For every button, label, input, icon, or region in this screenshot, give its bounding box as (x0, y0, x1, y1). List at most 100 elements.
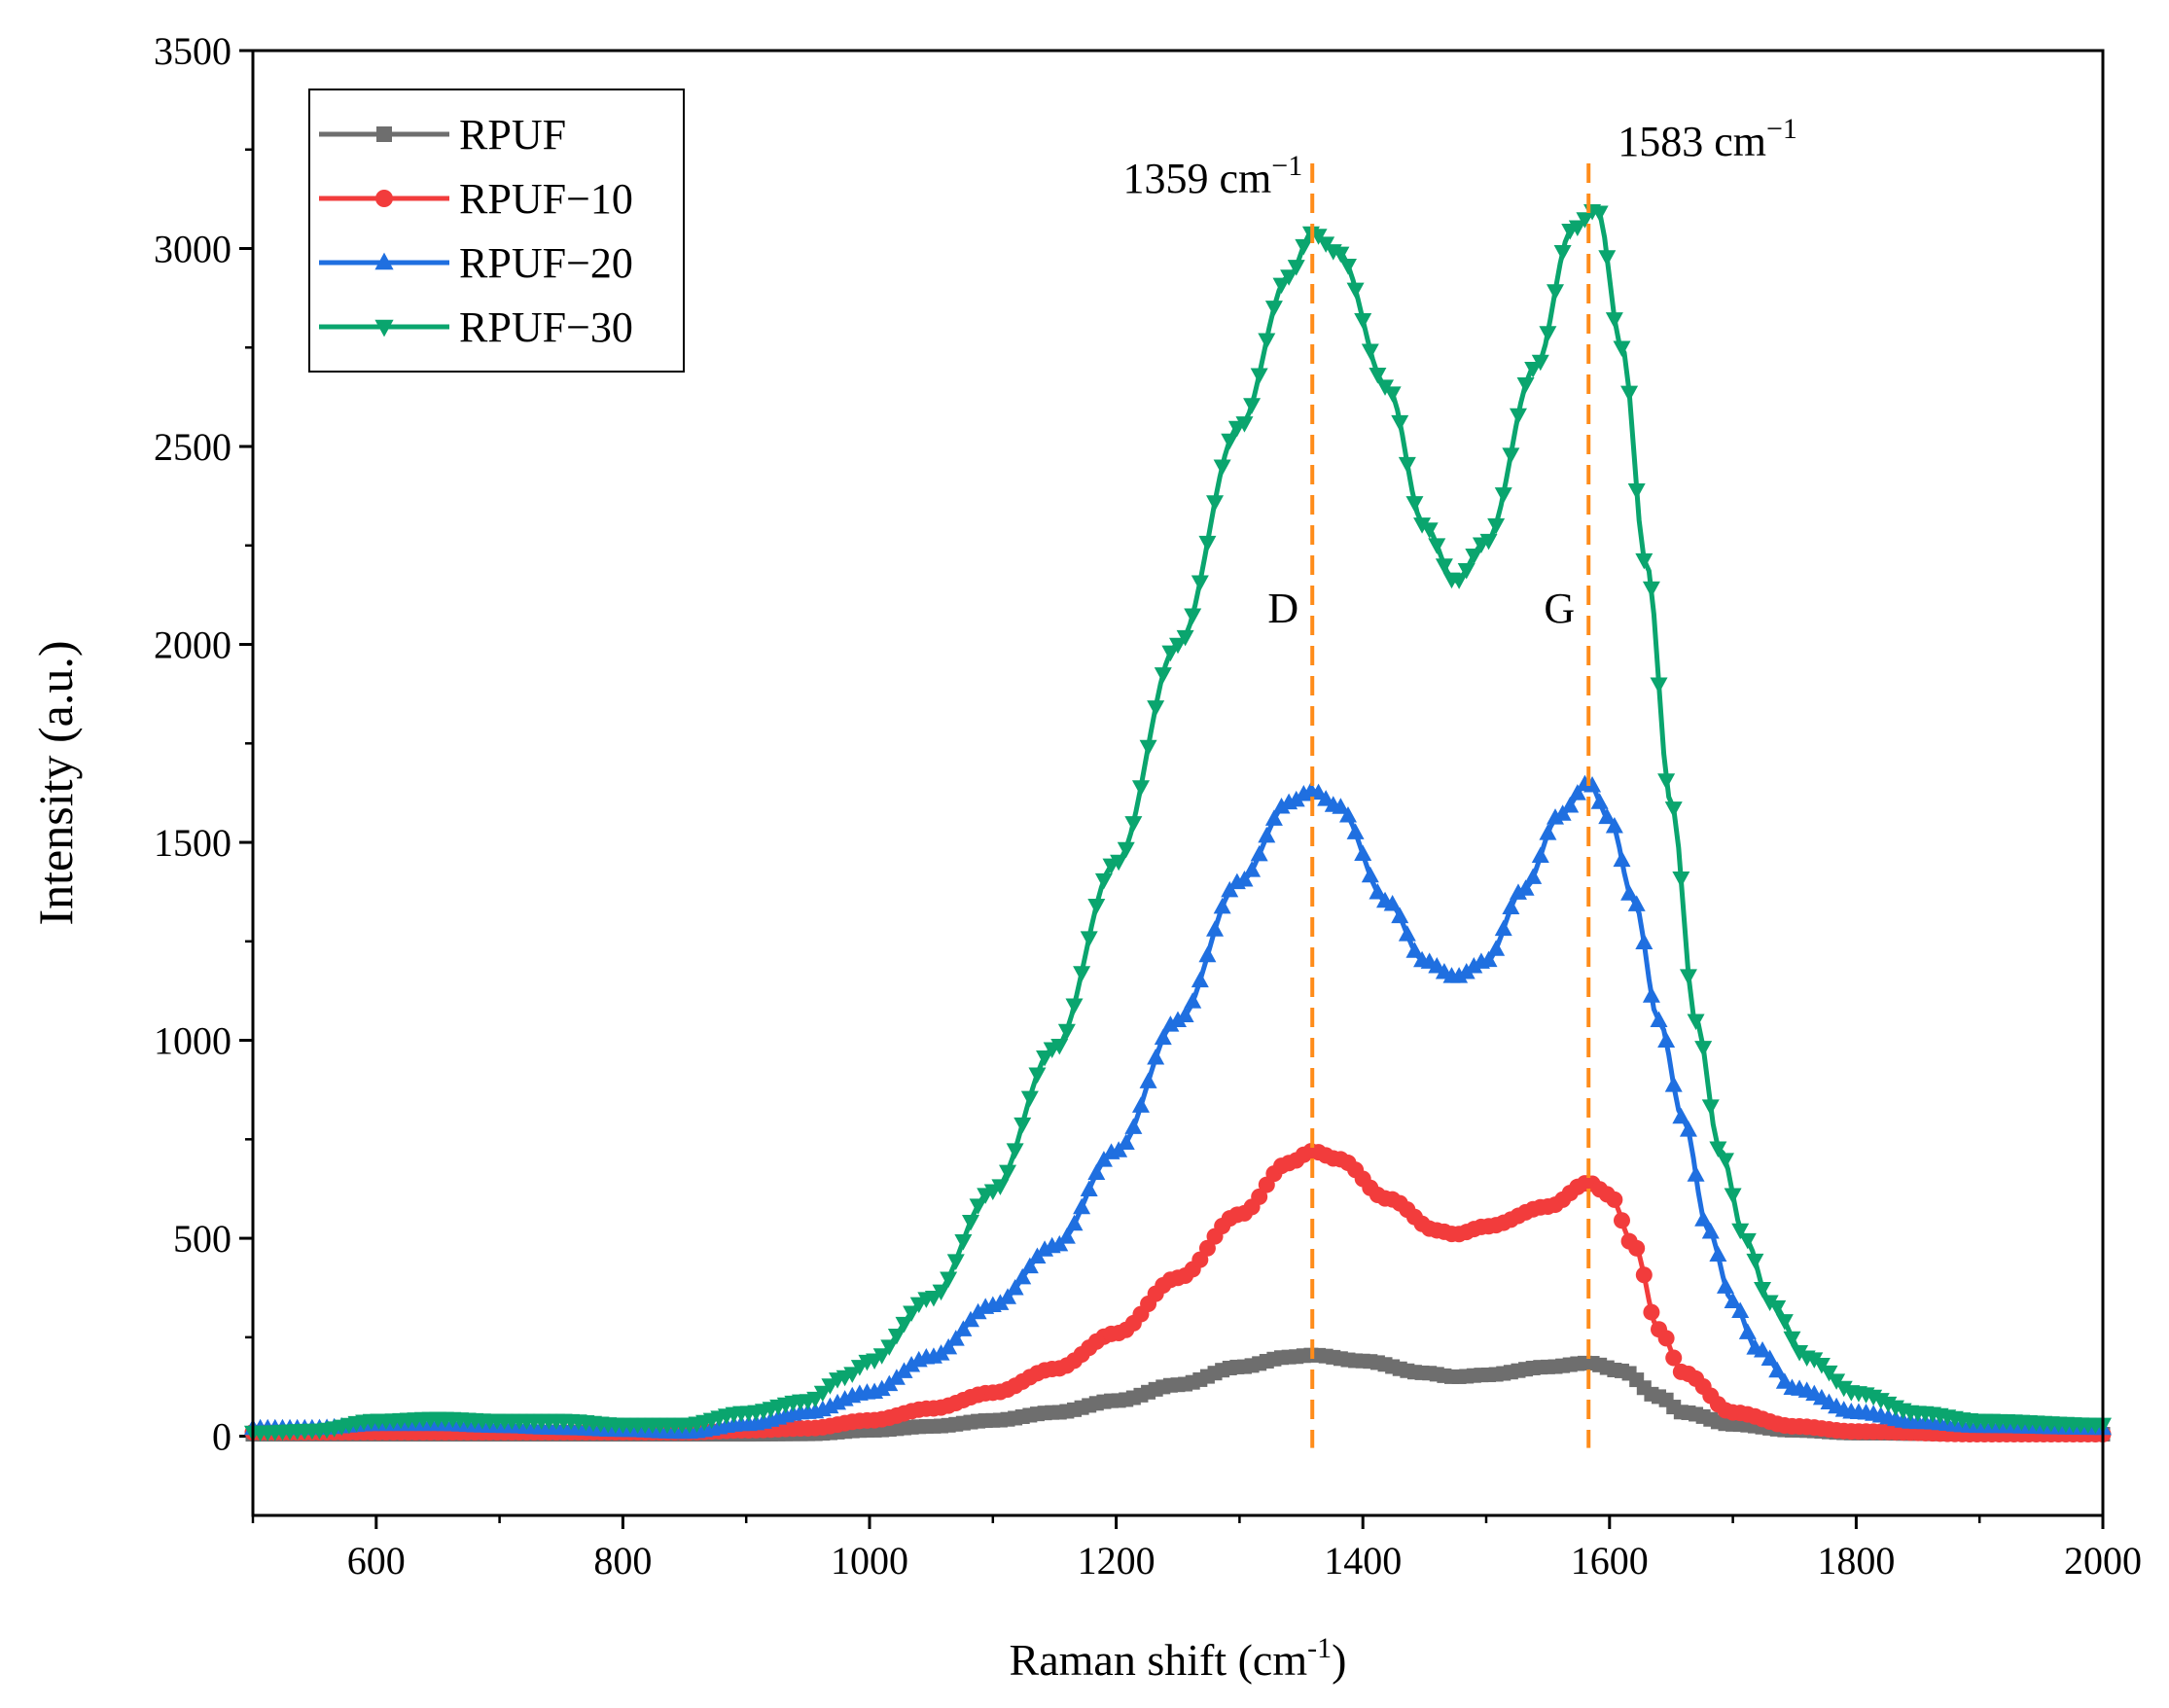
data-point (1642, 581, 1660, 598)
x-tick-label: 1600 (1571, 1539, 1649, 1583)
x-tick-label: 1800 (1817, 1539, 1895, 1583)
data-point (1613, 1212, 1630, 1229)
data-point (880, 1339, 899, 1356)
data-point (1754, 1282, 1772, 1299)
data-point (1731, 1223, 1750, 1240)
data-point (1050, 1038, 1069, 1055)
y-axis-title: Intensity (a.u.) (28, 641, 83, 926)
data-point (895, 1316, 913, 1334)
legend-label: RPUF−10 (459, 175, 633, 223)
data-point (1191, 575, 1209, 592)
data-point (1657, 1031, 1676, 1048)
y-tick-label: 2000 (154, 623, 231, 667)
data-point (1169, 637, 1187, 655)
data-point (1213, 459, 1231, 477)
data-point (1672, 871, 1690, 888)
data-point (1539, 824, 1557, 840)
y-tick-label: 3000 (154, 228, 231, 271)
data-point (1131, 780, 1150, 797)
data-point (932, 1284, 950, 1301)
data-point (1235, 416, 1254, 433)
data-point (1590, 205, 1609, 223)
data-point (1213, 897, 1231, 914)
data-point (1243, 398, 1262, 414)
data-point (843, 1367, 862, 1383)
data-point (1028, 1067, 1047, 1085)
data-point (1613, 850, 1631, 868)
data-point (969, 1302, 987, 1320)
data-point (1672, 1107, 1690, 1124)
data-point (1724, 1188, 1742, 1205)
x-tick-label: 800 (593, 1539, 652, 1583)
x-tick-label: 2000 (2064, 1539, 2142, 1583)
data-point (1020, 1090, 1039, 1108)
legend-swatch-marker (375, 190, 393, 207)
data-point (1154, 667, 1172, 684)
data-point (1264, 301, 1283, 317)
data-point (1679, 1121, 1697, 1137)
y-tick-label: 2500 (154, 425, 231, 469)
legend-label: RPUF−30 (459, 303, 633, 351)
data-point (1346, 282, 1365, 300)
data-point (1087, 899, 1106, 915)
data-point (1716, 1277, 1734, 1294)
data-point (1605, 312, 1623, 329)
data-point (1834, 1380, 1853, 1398)
data-point (1073, 966, 1091, 982)
data-point (1147, 700, 1165, 717)
y-tick-label: 500 (173, 1217, 231, 1261)
y-tick-label: 1500 (154, 821, 231, 865)
data-point (1738, 1323, 1757, 1339)
data-point (1057, 1023, 1076, 1041)
data-point (1590, 793, 1609, 809)
plot-frame (251, 49, 2105, 1517)
data-point (1724, 1292, 1742, 1308)
data-point (1258, 826, 1276, 843)
x-axis-title: Raman shift (cm-1) (1010, 1632, 1347, 1685)
data-point (1221, 433, 1239, 450)
data-point (1650, 1011, 1668, 1027)
data-point (1206, 495, 1225, 512)
data-point (1479, 533, 1498, 551)
data-point (946, 1330, 965, 1346)
data-point (1191, 971, 1209, 988)
data-point (1457, 562, 1476, 580)
data-point (1154, 1028, 1172, 1046)
data-point (1272, 277, 1291, 295)
data-point (999, 1288, 1017, 1304)
data-point (1716, 1153, 1734, 1169)
data-point (1568, 784, 1586, 801)
data-point (1250, 368, 1268, 384)
data-point (1361, 866, 1379, 883)
data-point (1568, 220, 1586, 236)
data-point (1768, 1299, 1787, 1317)
band-label: D (1267, 585, 1298, 632)
data-point (1354, 844, 1372, 862)
data-point (1094, 872, 1113, 890)
data-point (1643, 1303, 1660, 1321)
data-point (1635, 1266, 1653, 1284)
data-point (1080, 931, 1098, 947)
data-point (1139, 1072, 1157, 1088)
data-point (1124, 816, 1143, 833)
series-3 (244, 204, 2112, 1442)
data-point (1184, 992, 1202, 1009)
data-point (1561, 797, 1580, 813)
data-point (1184, 608, 1202, 624)
data-point (1087, 1163, 1106, 1180)
legend-label: RPUF−20 (459, 239, 633, 287)
data-point (1679, 969, 1697, 985)
data-point (1539, 326, 1557, 342)
data-point (1332, 246, 1350, 264)
data-point (1369, 368, 1387, 384)
data-point (903, 1355, 921, 1372)
data-point (1398, 456, 1416, 474)
data-point (1754, 1341, 1772, 1358)
data-point (1243, 861, 1262, 877)
data-point (1065, 998, 1084, 1015)
data-point (1502, 898, 1520, 914)
data-point (1369, 883, 1387, 900)
data-point (1383, 894, 1402, 911)
legend-swatch-marker (374, 252, 394, 270)
data-point (1576, 212, 1594, 229)
